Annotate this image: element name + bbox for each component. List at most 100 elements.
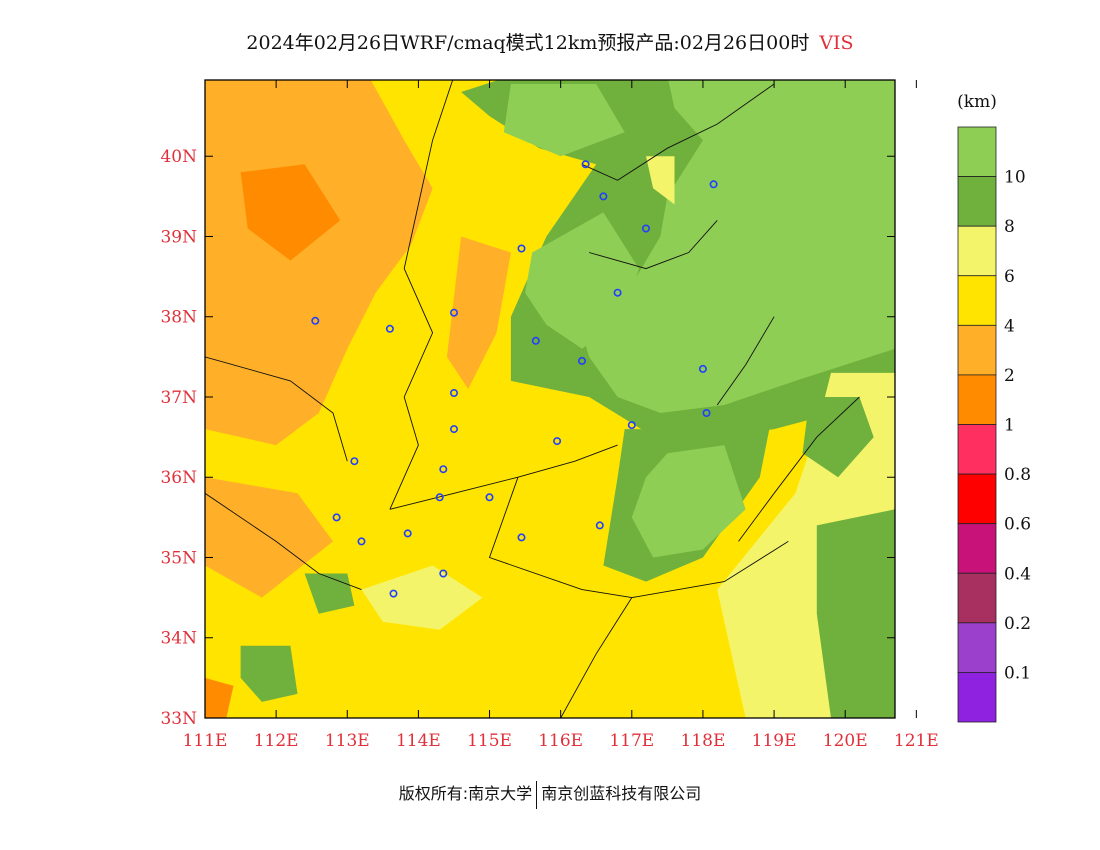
station-marker-12	[449, 388, 458, 397]
vis-zone-8-10-8	[816, 509, 895, 718]
copyright-footer: 版权所有:南京大学 南京创蓝科技有限公司	[0, 780, 1100, 809]
copyright-left: 版权所有:南京大学	[398, 784, 533, 803]
colorbar-label: 0.8	[1004, 465, 1031, 485]
station-marker-27	[389, 589, 398, 598]
station-marker-4	[517, 244, 526, 253]
province-border-8	[716, 316, 775, 406]
colorbar-swatch-9	[957, 572, 997, 624]
colorbar-swatch-4	[957, 324, 997, 376]
vis-zone-8-10-17	[304, 573, 355, 614]
vis-zone-2-4-12	[205, 477, 333, 598]
station-marker-21	[332, 513, 341, 522]
title-variable: VIS	[819, 32, 854, 54]
vis-zone-1-2-13	[240, 164, 341, 261]
copyright-right: 南京创蓝科技有限公司	[541, 784, 702, 803]
colorbar-label: 0.1	[1004, 663, 1031, 683]
lon-tick-label: 121E	[894, 731, 939, 751]
lon-tick-label: 119E	[752, 731, 797, 751]
colorbar-label: 0.6	[1004, 515, 1031, 535]
lat-tick-label: 38N	[160, 308, 197, 328]
station-marker-5	[613, 288, 622, 297]
colorbar-label: 0.2	[1004, 614, 1031, 634]
footer-separator	[536, 780, 538, 809]
province-border-9	[738, 396, 860, 542]
vis-zone-8-10-16	[240, 645, 298, 702]
station-marker-14	[627, 421, 636, 430]
colorbar-label: 4	[1004, 316, 1015, 336]
province-border-6	[588, 220, 718, 270]
station-marker-23	[403, 529, 412, 538]
colorbar-label: 6	[1004, 267, 1015, 287]
province-border-4	[205, 492, 362, 591]
colorbar-swatch-5	[957, 374, 997, 425]
station-marker-19	[435, 493, 444, 502]
lon-tick-label: 116E	[538, 731, 583, 751]
colorbar-swatch-0	[957, 126, 997, 177]
colorbar-swatch-10	[957, 622, 997, 673]
vis-zone->10-6	[631, 445, 746, 558]
station-marker-13	[702, 408, 711, 417]
map-layer	[205, 80, 895, 718]
lon-tick-label: 120E	[823, 731, 868, 751]
lon-tick-label: 117E	[609, 731, 654, 751]
vis-zone->10-1	[574, 80, 895, 413]
lon-tick-label: 115E	[467, 731, 512, 751]
station-marker-1	[599, 192, 608, 201]
vis-zone-6-8-15	[361, 565, 483, 630]
vis-zone-2-4-11	[446, 236, 511, 389]
lon-tick-label: 113E	[325, 731, 370, 751]
lat-tick-label: 36N	[160, 468, 197, 488]
colorbar-swatch-2	[957, 225, 997, 277]
title-main: 2024年02月26日WRF/cmaq模式12km预报产品:02月26日00时	[246, 32, 810, 54]
colorbar-swatch-6	[957, 424, 997, 475]
lat-tick-label: 40N	[160, 147, 197, 167]
colorbar-swatch-8	[957, 523, 997, 574]
colorbar-label: 1	[1004, 416, 1015, 436]
lat-tick-label: 37N	[160, 388, 197, 408]
station-marker-18	[439, 465, 448, 474]
colorbar-label: 0.4	[1004, 564, 1031, 584]
station-marker-25	[517, 533, 526, 542]
province-border-3	[560, 597, 633, 718]
vis-zone-8-10-9	[802, 397, 874, 478]
station-marker-26	[439, 569, 448, 578]
province-border-0	[389, 80, 454, 510]
station-marker-3	[641, 224, 650, 233]
station-marker-6	[449, 308, 458, 317]
lon-tick-label: 112E	[254, 731, 299, 751]
station-marker-16	[553, 437, 562, 446]
station-marker-0	[581, 160, 590, 169]
province-border-7	[581, 83, 775, 181]
colorbar-label: 8	[1004, 217, 1015, 237]
vis-zone-6-8-4	[646, 156, 675, 205]
lon-tick-label: 114E	[396, 731, 441, 751]
chart-title: 2024年02月26日WRF/cmaq模式12km预报产品:02月26日00时 V…	[0, 28, 1100, 55]
station-marker-9	[531, 336, 540, 345]
vis-zone-1-2-14	[205, 677, 234, 718]
station-marker-10	[577, 356, 586, 365]
station-marker-22	[595, 521, 604, 530]
station-marker-11	[698, 364, 707, 373]
station-marker-8	[385, 324, 394, 333]
province-border-5	[205, 356, 348, 462]
colorbar-label: 10	[1004, 168, 1026, 188]
station-marker-15	[449, 425, 458, 434]
province-border-2	[488, 477, 789, 599]
station-marker-2	[709, 180, 718, 189]
lat-tick-label: 34N	[160, 629, 197, 649]
vis-zone->10-3	[503, 84, 625, 157]
lon-tick-label: 111E	[183, 731, 228, 751]
station-marker-7	[311, 316, 320, 325]
lon-tick-label: 118E	[681, 731, 726, 751]
colorbar-swatch-1	[957, 176, 997, 227]
lat-tick-label: 33N	[160, 709, 197, 729]
colorbar-swatch-3	[957, 275, 997, 326]
colorbar-swatch-11	[957, 672, 997, 723]
station-marker-17	[350, 457, 359, 466]
colorbar-swatch-7	[957, 473, 997, 525]
station-marker-20	[485, 493, 494, 502]
plot-frame	[204, 79, 896, 719]
colorbar-label: 2	[1004, 366, 1015, 386]
lat-tick-label: 35N	[160, 548, 197, 568]
